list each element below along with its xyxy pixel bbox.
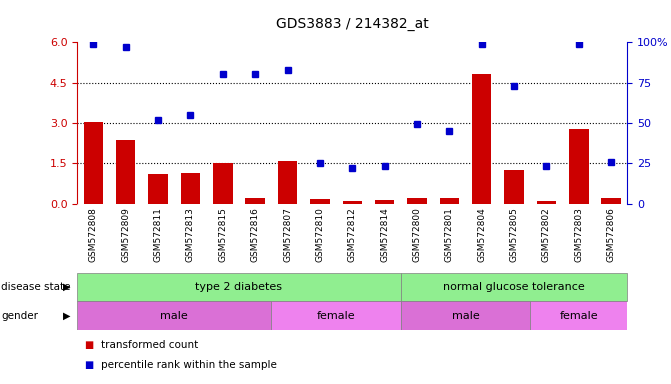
Text: GSM572809: GSM572809 bbox=[121, 207, 130, 262]
Text: GSM572816: GSM572816 bbox=[251, 207, 260, 262]
Text: GDS3883 / 214382_at: GDS3883 / 214382_at bbox=[276, 17, 429, 31]
Bar bbox=[343, 201, 362, 204]
Text: GSM572805: GSM572805 bbox=[509, 207, 519, 262]
Bar bbox=[569, 129, 588, 204]
Text: percentile rank within the sample: percentile rank within the sample bbox=[101, 360, 276, 370]
Text: ■: ■ bbox=[84, 340, 93, 350]
Bar bbox=[537, 201, 556, 204]
Text: ▶: ▶ bbox=[63, 282, 70, 292]
Bar bbox=[530, 301, 627, 330]
Text: female: female bbox=[317, 311, 356, 321]
Text: GSM572810: GSM572810 bbox=[315, 207, 324, 262]
Bar bbox=[180, 173, 200, 204]
Bar bbox=[601, 198, 621, 204]
Text: GSM572812: GSM572812 bbox=[348, 207, 357, 262]
Text: normal glucose tolerance: normal glucose tolerance bbox=[444, 282, 585, 292]
Text: GSM572801: GSM572801 bbox=[445, 207, 454, 262]
Bar bbox=[401, 273, 627, 301]
Text: type 2 diabetes: type 2 diabetes bbox=[195, 282, 282, 292]
Text: ■: ■ bbox=[84, 360, 93, 370]
Bar bbox=[401, 301, 530, 330]
Text: transformed count: transformed count bbox=[101, 340, 198, 350]
Text: GSM572807: GSM572807 bbox=[283, 207, 292, 262]
Bar bbox=[213, 163, 233, 204]
Text: male: male bbox=[160, 311, 188, 321]
Text: GSM572802: GSM572802 bbox=[542, 207, 551, 262]
Text: ▶: ▶ bbox=[63, 311, 70, 321]
Text: female: female bbox=[560, 311, 598, 321]
Text: GSM572806: GSM572806 bbox=[607, 207, 616, 262]
Bar bbox=[505, 170, 524, 204]
Text: GSM572808: GSM572808 bbox=[89, 207, 98, 262]
Bar bbox=[310, 199, 329, 204]
Text: GSM572813: GSM572813 bbox=[186, 207, 195, 262]
Bar bbox=[440, 198, 459, 204]
Bar bbox=[77, 301, 271, 330]
Bar bbox=[407, 198, 427, 204]
Bar bbox=[77, 273, 401, 301]
Text: GSM572815: GSM572815 bbox=[218, 207, 227, 262]
Text: disease state: disease state bbox=[1, 282, 71, 292]
Bar bbox=[116, 140, 136, 204]
Bar bbox=[278, 161, 297, 204]
Text: GSM572814: GSM572814 bbox=[380, 207, 389, 262]
Text: gender: gender bbox=[1, 311, 38, 321]
Bar bbox=[271, 301, 401, 330]
Text: GSM572803: GSM572803 bbox=[574, 207, 583, 262]
Bar bbox=[472, 74, 491, 204]
Bar bbox=[246, 198, 265, 204]
Bar bbox=[375, 200, 395, 204]
Bar bbox=[148, 174, 168, 204]
Text: GSM572800: GSM572800 bbox=[413, 207, 421, 262]
Text: GSM572811: GSM572811 bbox=[154, 207, 162, 262]
Bar bbox=[84, 121, 103, 204]
Text: GSM572804: GSM572804 bbox=[477, 207, 486, 262]
Text: male: male bbox=[452, 311, 480, 321]
